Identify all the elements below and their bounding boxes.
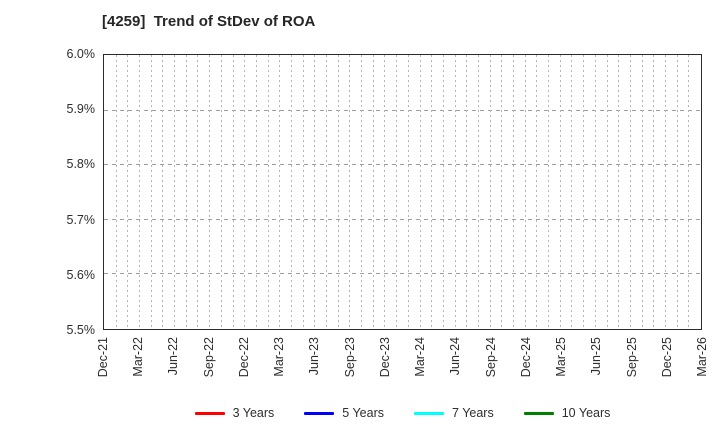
gridline-vertical	[606, 55, 608, 329]
x-tick-label: Dec-23	[377, 337, 392, 378]
plot-area	[103, 54, 702, 330]
x-tick-label: Sep-24	[483, 337, 498, 378]
y-tick-label: 5.5%	[66, 323, 96, 337]
gridline-vertical	[454, 55, 456, 329]
x-tick-label: Jun-24	[448, 337, 463, 376]
gridline-vertical	[185, 55, 187, 329]
gridline-horizontal	[104, 273, 701, 275]
gridline-vertical	[583, 55, 585, 329]
gridline-vertical	[372, 55, 374, 329]
gridline-vertical	[232, 55, 234, 329]
gridline-vertical	[290, 55, 292, 329]
gridline-vertical	[314, 55, 316, 329]
gridline-vertical	[442, 55, 444, 329]
gridline-vertical	[571, 55, 573, 329]
gridline-vertical	[676, 55, 678, 329]
gridline-vertical	[255, 55, 257, 329]
x-tick-label: Jun-25	[589, 337, 604, 376]
x-tick-label: Mar-26	[695, 337, 709, 377]
x-tick-label: Sep-22	[201, 337, 216, 378]
gridline-vertical	[267, 55, 269, 329]
y-tick-label: 5.8%	[66, 157, 96, 172]
gridline-vertical	[618, 55, 620, 329]
gridline-vertical	[302, 55, 304, 329]
legend-item-5-years: 5 Years	[304, 406, 384, 420]
gridline-vertical	[150, 55, 152, 329]
gridline-vertical	[688, 55, 690, 329]
legend-item-7-years: 7 Years	[414, 406, 494, 420]
legend-swatch-5-years	[304, 411, 335, 415]
x-tick-label: Mar-25	[554, 337, 569, 377]
x-tick-label: Sep-23	[342, 337, 357, 378]
x-tick-label: Dec-24	[518, 337, 533, 378]
gridline-vertical	[431, 55, 433, 329]
gridline-vertical	[279, 55, 281, 329]
gridline-vertical	[209, 55, 211, 329]
gridline-vertical	[524, 55, 526, 329]
gridline-vertical	[384, 55, 386, 329]
legend-item-10-years: 10 Years	[523, 406, 611, 420]
gridline-horizontal	[104, 164, 701, 166]
gridline-vertical	[407, 55, 409, 329]
x-tick-label: Jun-23	[307, 337, 322, 376]
gridline-vertical	[115, 55, 117, 329]
gridline-vertical	[361, 55, 363, 329]
legend-label: 5 Years	[342, 406, 385, 420]
gridline-vertical	[326, 55, 328, 329]
gridline-vertical	[244, 55, 246, 329]
gridline-vertical	[174, 55, 176, 329]
gridline-vertical	[477, 55, 479, 329]
gridline-vertical	[127, 55, 129, 329]
gridline-vertical	[466, 55, 468, 329]
gridline-vertical	[664, 55, 666, 329]
y-tick-label: 5.7%	[66, 212, 96, 227]
chart-title: [4259] Trend of StDev of ROA	[102, 13, 316, 30]
legend-swatch-3-years	[194, 411, 225, 415]
gridline-vertical	[197, 55, 199, 329]
gridline-vertical	[653, 55, 655, 329]
gridline-vertical	[641, 55, 643, 329]
gridline-vertical	[559, 55, 561, 329]
legend-label: 10 Years	[561, 406, 611, 420]
gridline-vertical	[501, 55, 503, 329]
gridline-vertical	[162, 55, 164, 329]
legend-item-3-years: 3 Years	[194, 406, 275, 420]
legend: 3 Years 5 Years 7 Years 10 Years	[103, 404, 702, 422]
legend-swatch-10-years	[523, 411, 554, 415]
gridline-vertical	[548, 55, 550, 329]
gridline-vertical	[337, 55, 339, 329]
x-tick-label: Mar-23	[272, 337, 287, 377]
gridline-vertical	[489, 55, 491, 329]
x-tick-label: Mar-24	[413, 337, 428, 377]
legend-label: 7 Years	[452, 406, 494, 420]
gridline-vertical	[536, 55, 538, 329]
legend-swatch-7-years	[414, 411, 445, 415]
gridline-vertical	[419, 55, 421, 329]
gridline-vertical	[220, 55, 222, 329]
y-tick-label: 5.6%	[66, 267, 96, 282]
x-tick-label: Sep-25	[624, 337, 639, 378]
x-tick-label: Dec-21	[96, 337, 110, 378]
gridline-vertical	[513, 55, 515, 329]
gridline-vertical	[139, 55, 141, 329]
x-tick-label: Jun-22	[166, 337, 181, 376]
x-tick-label: Mar-22	[131, 337, 146, 377]
y-tick-label: 5.9%	[66, 102, 96, 117]
gridline-horizontal	[104, 218, 701, 220]
gridline-vertical	[629, 55, 631, 329]
x-tick-label: Dec-22	[236, 337, 251, 378]
gridline-vertical	[594, 55, 596, 329]
legend-label: 3 Years	[232, 406, 275, 420]
gridline-horizontal	[104, 109, 701, 111]
x-tick-label: Dec-25	[659, 337, 674, 378]
gridline-vertical	[396, 55, 398, 329]
gridline-vertical	[349, 55, 351, 329]
y-tick-label: 6.0%	[66, 47, 96, 61]
